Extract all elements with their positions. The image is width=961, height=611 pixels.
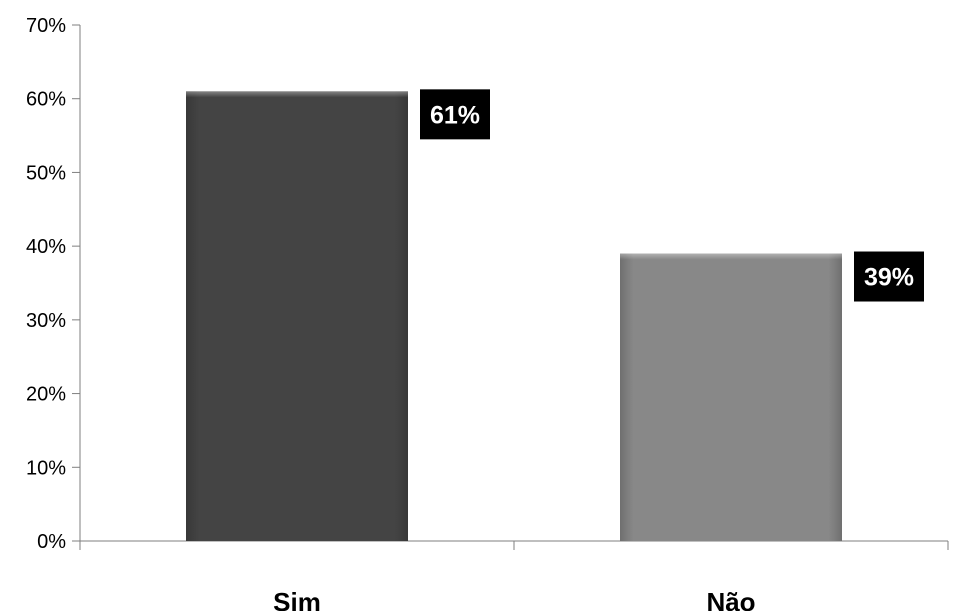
data-labels: 61% 39% [420,89,924,302]
bar-shade [620,253,842,541]
data-label: 39% [854,251,924,302]
y-tick-label: 30% [26,310,66,332]
bar-shade [186,91,408,541]
data-label-text: 39% [864,264,914,292]
y-tick-label: 40% [26,236,66,258]
bar-1 [186,91,408,541]
x-category-label: Sim [273,587,321,611]
data-label: 61% [420,89,490,140]
y-tick-label: 0% [37,531,66,553]
data-label-box [420,89,490,140]
bar-bevel [620,253,842,260]
y-axis: 0% 10% 20% 30% 40% 50% 60% 70% [26,15,81,553]
bar-2 [620,253,842,541]
x-category-label: Não [706,587,755,611]
bars [186,91,842,541]
y-tick-label: 10% [26,457,66,479]
y-tick-label: 20% [26,384,66,406]
x-axis: Sim Não [79,540,949,611]
y-tick-label: 50% [26,162,66,184]
bar-bevel [186,91,408,98]
data-label-text: 61% [430,101,480,129]
y-tick-label: 70% [26,15,66,37]
data-label-box [854,251,924,302]
y-tick-label: 60% [26,89,66,111]
